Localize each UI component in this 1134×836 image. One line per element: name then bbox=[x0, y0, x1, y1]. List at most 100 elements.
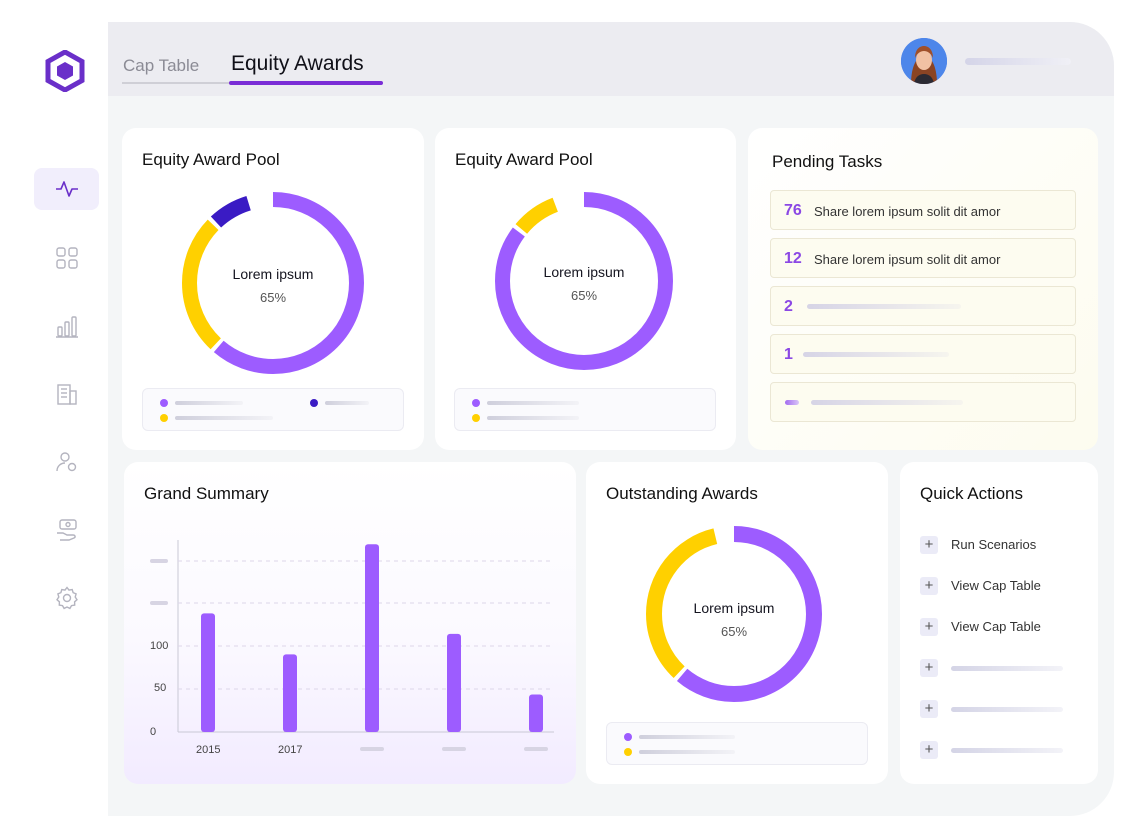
y-tick-label: 0 bbox=[150, 726, 157, 738]
legend-dot bbox=[160, 399, 168, 407]
task-text-placeholder bbox=[807, 304, 961, 309]
sidebar-item-activity[interactable] bbox=[34, 168, 99, 210]
quick-action-label-placeholder bbox=[951, 666, 1063, 671]
user-photo bbox=[901, 38, 947, 84]
y-tick-placeholder bbox=[150, 601, 168, 605]
y-tick-label: 100 bbox=[150, 640, 169, 652]
plus-icon: + bbox=[920, 618, 938, 636]
tab-equity-awards[interactable]: Equity Awards bbox=[231, 52, 364, 75]
bar bbox=[201, 613, 215, 732]
donut-segment bbox=[646, 526, 822, 702]
donut-center-value: 65% bbox=[720, 624, 748, 639]
grand-summary-card: Grand Summary 0 50 100 2015 2017 bbox=[124, 462, 576, 784]
task-item[interactable]: 12 Share lorem ipsum solit dit amor bbox=[770, 238, 1076, 278]
sidebar-item-reports[interactable] bbox=[34, 305, 99, 347]
quick-action-label: View Cap Table bbox=[951, 578, 1041, 593]
y-tick-label: 50 bbox=[154, 682, 167, 694]
grid-icon bbox=[55, 247, 78, 269]
plus-icon: + bbox=[920, 700, 938, 718]
bar bbox=[529, 694, 543, 732]
task-count: 2 bbox=[784, 298, 793, 315]
task-count: 12 bbox=[784, 250, 802, 267]
sidebar-item-people[interactable] bbox=[34, 441, 99, 483]
task-text: Share lorem ipsum solit dit amor bbox=[814, 252, 1001, 267]
legend-label-placeholder bbox=[487, 401, 579, 405]
task-count: 76 bbox=[784, 202, 802, 219]
tab-cap-table[interactable]: Cap Table bbox=[123, 56, 200, 75]
sidebar-item-company[interactable] bbox=[34, 373, 99, 415]
task-text-placeholder bbox=[803, 352, 949, 357]
equity-award-pool-card: Equity Award Pool Lorem ipsum 65% bbox=[122, 128, 424, 450]
task-item[interactable] bbox=[770, 382, 1076, 422]
card-title: Pending Tasks bbox=[772, 152, 883, 171]
sidebar-item-grid[interactable] bbox=[34, 237, 99, 279]
card-title: Quick Actions bbox=[920, 484, 1023, 503]
main-panel: Cap Table Equity Awards Equity Award Poo… bbox=[108, 22, 1114, 816]
logo-icon bbox=[45, 50, 85, 92]
top-bar: Cap Table Equity Awards bbox=[108, 22, 1114, 96]
donut-chart: Lorem ipsum 65% bbox=[182, 192, 364, 374]
task-item[interactable]: 1 bbox=[770, 334, 1076, 374]
x-tick-label: 2017 bbox=[278, 744, 303, 756]
legend-dot bbox=[472, 414, 480, 422]
chart-legend bbox=[606, 722, 868, 765]
legend-label-placeholder bbox=[639, 735, 735, 739]
quick-action-label-placeholder bbox=[951, 707, 1063, 712]
chart-legend bbox=[142, 388, 404, 431]
plus-icon: + bbox=[920, 659, 938, 677]
donut-segment bbox=[182, 192, 364, 374]
quick-action-label: Run Scenarios bbox=[951, 537, 1037, 552]
legend-label-placeholder bbox=[325, 401, 369, 405]
gear-icon bbox=[55, 586, 78, 610]
sidebar-item-payments[interactable] bbox=[34, 509, 99, 551]
building-icon bbox=[56, 384, 77, 405]
x-tick-placeholder bbox=[360, 747, 384, 751]
donut-center-label: Lorem ipsum bbox=[693, 600, 775, 616]
bar-chart bbox=[150, 540, 554, 751]
task-count-placeholder bbox=[785, 400, 799, 405]
activity-icon bbox=[55, 181, 78, 197]
x-tick-placeholder bbox=[524, 747, 548, 751]
plus-icon: + bbox=[920, 741, 938, 759]
legend-dot bbox=[624, 748, 632, 756]
donut-chart: Lorem ipsum 65% bbox=[646, 526, 822, 702]
card-title: Grand Summary bbox=[144, 484, 269, 503]
legend-label-placeholder bbox=[487, 416, 579, 420]
sidebar bbox=[0, 0, 128, 836]
legend-label-placeholder bbox=[175, 401, 243, 405]
sidebar-item-settings[interactable] bbox=[34, 577, 99, 619]
task-item[interactable]: 2 bbox=[770, 286, 1076, 326]
task-item[interactable]: 76 Share lorem ipsum solit dit amor bbox=[770, 190, 1076, 230]
plus-icon: + bbox=[920, 577, 938, 595]
plus-icon: + bbox=[920, 536, 938, 554]
bar bbox=[365, 544, 379, 732]
tab-active-indicator bbox=[229, 81, 383, 85]
task-count: 1 bbox=[784, 346, 793, 363]
quick-action-label: View Cap Table bbox=[951, 619, 1041, 634]
legend-dot bbox=[624, 733, 632, 741]
avatar[interactable] bbox=[901, 38, 947, 84]
donut-center-value: 65% bbox=[570, 288, 598, 303]
tab-underline bbox=[122, 82, 230, 84]
user-name-placeholder bbox=[965, 58, 1071, 65]
legend-dot bbox=[160, 414, 168, 422]
donut-center-value: 65% bbox=[259, 290, 287, 305]
card-title: Outstanding Awards bbox=[606, 484, 758, 503]
legend-label-placeholder bbox=[175, 416, 273, 420]
legend-label-placeholder bbox=[639, 750, 735, 754]
bar bbox=[283, 654, 297, 732]
donut-chart: Lorem ipsum 65% bbox=[495, 192, 673, 370]
y-tick-placeholder bbox=[150, 559, 168, 563]
equity-award-pool-card-2: Equity Award Pool Lorem ipsum 65% bbox=[435, 128, 736, 450]
card-title: Equity Award Pool bbox=[455, 150, 593, 169]
user-settings-icon bbox=[55, 452, 76, 472]
x-tick-label: 2015 bbox=[196, 744, 221, 756]
quick-actions-card: Quick Actions + Run Scenarios + View Cap… bbox=[900, 462, 1098, 784]
bar bbox=[447, 633, 461, 732]
money-hand-icon bbox=[56, 519, 77, 541]
donut-center-label: Lorem ipsum bbox=[232, 266, 314, 282]
legend-dot bbox=[310, 399, 318, 407]
quick-action-label-placeholder bbox=[951, 748, 1063, 753]
chart-legend bbox=[454, 388, 716, 431]
donut-segment bbox=[495, 192, 673, 370]
